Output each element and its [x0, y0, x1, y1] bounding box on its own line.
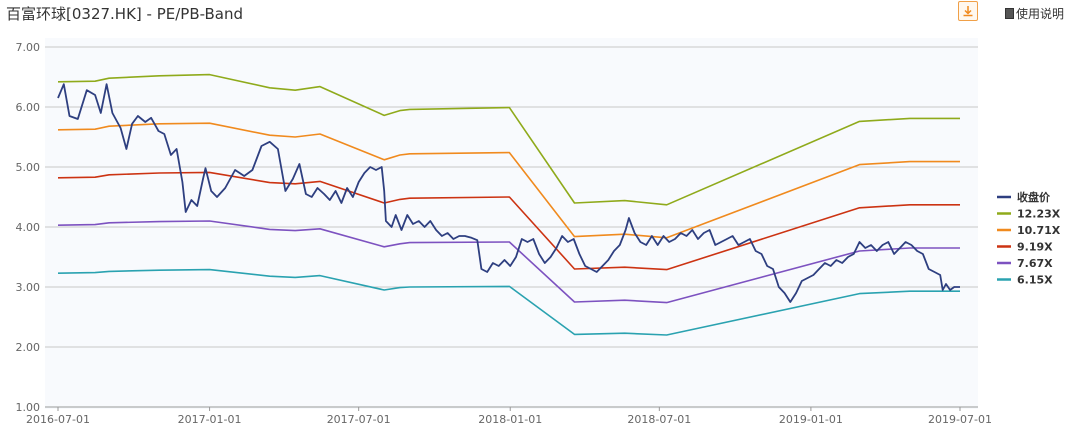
- y-tick-label: 3.00: [16, 281, 41, 294]
- help-label: 使用说明: [1016, 7, 1065, 21]
- legend-label: 10.71X: [1017, 224, 1061, 237]
- legend-label: 9.19X: [1017, 241, 1053, 254]
- legend-item[interactable]: 收盘价: [997, 190, 1051, 204]
- x-tick-label: 2018-01-01: [478, 413, 542, 426]
- x-tick-label: 2017-07-01: [327, 413, 391, 426]
- series-line: [57, 73, 960, 206]
- y-tick-label: 4.00: [16, 221, 41, 234]
- legend-label: 6.15X: [1017, 274, 1053, 287]
- y-tick-label: 6.00: [16, 101, 41, 114]
- plot-area: [45, 38, 978, 409]
- legend-item[interactable]: 10.71X: [997, 224, 1061, 237]
- series-line: [57, 220, 960, 304]
- y-tick-label: 7.00: [16, 41, 41, 54]
- download-button[interactable]: [958, 1, 978, 21]
- document-icon: [1005, 8, 1014, 19]
- legend-item[interactable]: 9.19X: [997, 241, 1053, 254]
- series-line: [57, 122, 960, 239]
- legend-label: 7.67X: [1017, 257, 1053, 270]
- page-title: 百富环球[0327.HK] - PE/PB-Band: [6, 5, 244, 23]
- legend-label: 12.23X: [1017, 208, 1061, 221]
- y-tick-label: 2.00: [16, 341, 41, 354]
- y-tick-label: 1.00: [16, 401, 41, 414]
- series-line: [57, 171, 960, 271]
- x-tick-label: 2019-01-01: [779, 413, 843, 426]
- legend-item[interactable]: 6.15X: [997, 274, 1053, 287]
- help-link[interactable]: 使用说明: [1005, 5, 1064, 22]
- legend-item[interactable]: 12.23X: [997, 208, 1061, 221]
- x-tick-label: 2019-07-01: [928, 413, 992, 426]
- x-tick-label: 2016-07-01: [26, 413, 90, 426]
- download-icon: [963, 6, 973, 17]
- x-tick-label: 2017-01-01: [178, 413, 242, 426]
- y-tick-label: 5.00: [16, 161, 41, 174]
- series-line: [57, 83, 960, 303]
- x-tick-label: 2018-07-01: [627, 413, 691, 426]
- legend-label: 收盘价: [1017, 190, 1051, 204]
- series-line: [57, 268, 960, 336]
- legend-item[interactable]: 7.67X: [997, 257, 1053, 270]
